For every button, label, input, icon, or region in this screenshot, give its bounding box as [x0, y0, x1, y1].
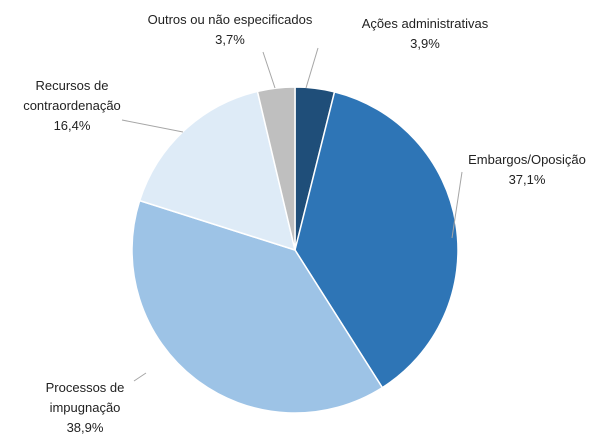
slice-label: Processos de impugnação 38,9%	[30, 378, 140, 435]
category-label: Recursos de contraordenação	[23, 78, 121, 113]
category-label: Embargos/Oposição	[468, 152, 586, 167]
category-label: Processos de impugnação	[45, 380, 125, 415]
pie-slice	[256, 86, 296, 251]
leader-line	[305, 47, 319, 89]
slice-label: Recursos de contraordenação 16,4%	[10, 76, 135, 136]
value-label: 3,9%	[410, 36, 440, 51]
category-label: Outros ou não especificados	[147, 12, 313, 27]
slice-label: Embargos/Oposição 37,1%	[452, 150, 602, 190]
value-label: 16,4%	[53, 118, 91, 133]
value-label: 38,9%	[66, 420, 104, 435]
slice-label: Ações administrativas 3,9%	[345, 14, 505, 54]
value-label: 3,7%	[215, 32, 245, 47]
leader-line	[121, 119, 184, 133]
slice-label: Outros ou não especificados 3,7%	[135, 10, 325, 50]
category-label: Ações administrativas	[361, 16, 489, 31]
value-label: 37,1%	[508, 172, 546, 187]
pie-slice	[138, 90, 297, 252]
pie-slice	[131, 199, 384, 414]
leader-line	[133, 372, 147, 382]
leader-line	[262, 51, 276, 89]
leader-line	[451, 171, 463, 239]
